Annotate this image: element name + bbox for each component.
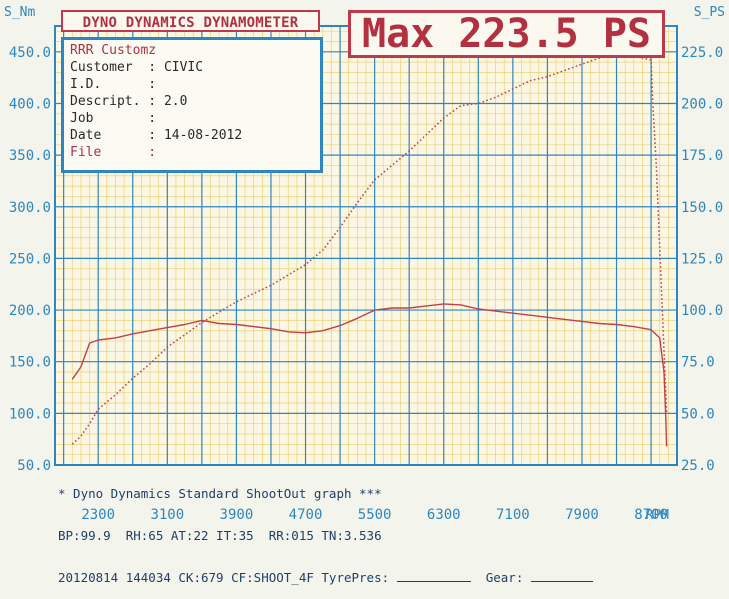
info-label: File	[70, 145, 102, 160]
x-tick-label: 5500	[358, 507, 392, 523]
chart-series	[71, 54, 668, 447]
y-left-tick-label: 150.0	[9, 355, 51, 371]
x-tick-label: 2300	[81, 507, 115, 523]
y-right-tick-label: 50.0	[681, 406, 715, 422]
info-value: CIVIC	[163, 60, 204, 75]
x-tick-label: 7100	[496, 507, 530, 523]
dyno-title-banner: DYNO DYNAMICS DYNAMOMETER	[61, 10, 320, 32]
y-left-tick-label: 250.0	[9, 251, 51, 267]
y-right-tick-label: 125.0	[681, 251, 723, 267]
y-left-axis-label: S_Nm	[4, 5, 35, 20]
dyno-chart: 50.0 100.0 150.0 200.0 250.0 300.0 350.0 400.0 4…	[4, 5, 725, 523]
info-label: Job	[70, 111, 94, 126]
info-row-file: File :	[70, 145, 164, 160]
gear-label: Gear:	[485, 570, 524, 585]
torque-curve	[71, 303, 668, 447]
footer-line-3-text: 20120814 144034 CK:679 CF:SHOOT_4F TyreP…	[58, 570, 390, 585]
footer-line-3: 20120814 144034 CK:679 CF:SHOOT_4F TyreP…	[58, 571, 678, 585]
y-left-tick-label: 50.0	[17, 458, 51, 474]
y-left-tick-label: 300.0	[9, 200, 51, 216]
info-row-job: Job :	[70, 111, 164, 126]
info-label: I.D.	[70, 77, 102, 92]
x-tick-label: 6300	[427, 507, 461, 523]
run-footer: * Dyno Dynamics Standard ShootOut graph …	[58, 459, 678, 599]
info-label: Date	[70, 128, 102, 143]
info-row-date: Date : 14-08-2012	[70, 128, 243, 143]
y-left-tick-label: 400.0	[9, 96, 51, 112]
x-tick-label: 7900	[565, 507, 599, 523]
chart-labels: 50.0 100.0 150.0 200.0 250.0 300.0 350.0 400.0 4…	[4, 5, 725, 523]
y-right-tick-label: 75.0	[681, 355, 715, 371]
y-right-tick-label: 200.0	[681, 96, 723, 112]
y-right-tick-label: 25.0	[681, 458, 715, 474]
y-right-axis-label: S_PS	[694, 5, 725, 20]
x-tick-label: 4700	[289, 507, 323, 523]
x-axis-label: RPM	[646, 508, 670, 523]
y-left-tick-label: 100.0	[9, 406, 51, 422]
footer-line-2: BP:99.9 RH:65 AT:22 IT:35 RR:015 TN:3.53…	[58, 528, 382, 543]
footer-line-1: * Dyno Dynamics Standard ShootOut graph …	[58, 486, 382, 501]
shop-name: RRR Customz	[70, 43, 157, 58]
y-right-tick-label: 150.0	[681, 200, 723, 216]
info-row-customer: Customer : CIVIC	[70, 60, 204, 75]
x-tick-label: 8700	[634, 507, 668, 523]
y-right-tick-label: 100.0	[681, 303, 723, 319]
y-left-tick-label: 200.0	[9, 303, 51, 319]
y-right-tick-label: 225.0	[681, 45, 723, 61]
info-label: Descript.	[70, 94, 141, 109]
info-value: 2.0	[163, 94, 188, 109]
x-tick-label: 3100	[150, 507, 184, 523]
y-right-tick-label: 175.0	[681, 148, 723, 164]
info-row-descript: Descript. : 2.0	[70, 94, 188, 109]
info-label: Customer	[70, 60, 133, 75]
max-power-box: Max 223.5 PS	[348, 10, 665, 58]
power-curve	[71, 54, 668, 445]
info-value: 14-08-2012	[163, 128, 243, 143]
x-tick-label: 3900	[220, 507, 254, 523]
y-left-tick-label: 350.0	[9, 148, 51, 164]
y-left-tick-label: 450.0	[9, 45, 51, 61]
info-row-id: I.D. :	[70, 77, 164, 92]
run-info-box: RRR Customz Customer : CIVIC I.D. : Desc…	[61, 37, 323, 173]
